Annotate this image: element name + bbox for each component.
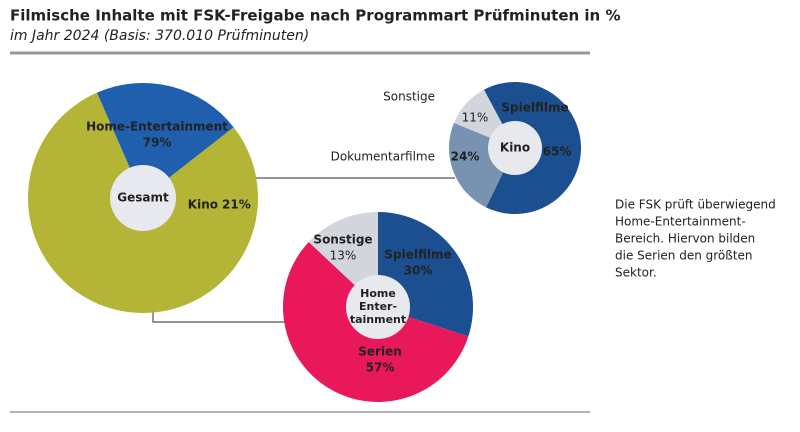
slice-label: Sonstige [383, 90, 435, 104]
center-label: Home [360, 287, 396, 300]
slice-label: Sonstige [313, 233, 372, 247]
note-line: Bereich. Hiervon bilden [615, 232, 755, 246]
value-label: 30% [404, 264, 433, 278]
slice-label: Dokumentarfilme [331, 150, 435, 164]
center-label: Gesamt [117, 191, 169, 205]
chart-subtitle: im Jahr 2024 (Basis: 370.010 Prüfminuten… [10, 28, 309, 44]
note-line: Die FSK prüft überwiegend [615, 198, 776, 212]
slice-label: Home-Entertainment [86, 120, 228, 134]
note-line: Sektor. [615, 266, 657, 280]
pie-center [346, 275, 410, 339]
value-label: 57% [366, 361, 395, 375]
value-label: 79% [143, 136, 172, 150]
note-line: Home-Entertainment- [615, 215, 746, 229]
slice-label: Kino [188, 198, 218, 212]
slice-label: Serien [358, 345, 402, 359]
pie-center [488, 121, 542, 175]
value-label: 21% [222, 198, 251, 212]
value-label: 11% [462, 111, 489, 125]
slice-label: Spielfilme [501, 101, 568, 115]
value-label: 13% [330, 249, 357, 263]
slice-label: Spielfilme [384, 248, 451, 262]
center-label: Kino [500, 141, 530, 155]
note-line: die Serien den größten [615, 249, 753, 263]
value-label: 65% [543, 145, 572, 159]
value-label: 24% [451, 150, 480, 164]
center-label: Enter- [359, 300, 397, 313]
pie-center [110, 165, 176, 231]
chart-title: Filmische Inhalte mit FSK-Freigabe nach … [10, 7, 620, 25]
center-label: tainment [350, 313, 406, 326]
